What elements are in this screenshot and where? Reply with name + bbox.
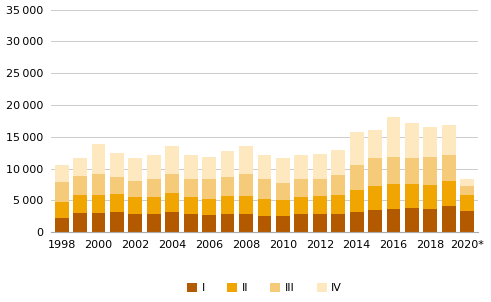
Bar [424,127,437,156]
Bar [147,214,161,232]
Bar [461,179,474,186]
Bar [386,117,401,156]
Bar [350,165,363,190]
Bar [55,182,69,202]
Bar [110,212,124,232]
Bar [386,184,401,209]
Bar [461,211,474,232]
Bar [405,208,419,232]
Bar [405,124,419,158]
Bar [220,151,235,177]
Bar [110,194,124,212]
Bar [295,155,308,179]
Bar [129,197,142,214]
Bar [239,146,253,174]
Bar [202,156,216,179]
Bar [368,130,382,159]
Bar [276,200,290,216]
Bar [424,156,437,185]
Bar [129,214,142,232]
Bar [276,183,290,200]
Bar [220,177,235,196]
Bar [313,214,327,232]
Bar [239,174,253,196]
Bar [184,155,197,179]
Bar [350,190,363,212]
Bar [350,132,363,165]
Bar [184,197,197,214]
Bar [55,202,69,218]
Bar [55,218,69,232]
Bar [276,216,290,232]
Bar [368,186,382,210]
Bar [92,213,106,232]
Bar [92,144,106,174]
Bar [461,195,474,211]
Bar [73,158,87,176]
Bar [331,175,345,195]
Bar [202,179,216,198]
Bar [110,153,124,177]
Bar [202,215,216,232]
Bar [258,216,272,232]
Bar [73,176,87,195]
Bar [295,214,308,232]
Bar [73,195,87,213]
Bar [220,214,235,232]
Bar [331,150,345,175]
Bar [258,198,272,216]
Bar [442,181,456,206]
Bar [239,214,253,232]
Bar [331,195,345,214]
Bar [220,196,235,214]
Bar [202,198,216,215]
Bar [442,155,456,181]
Bar [165,174,179,193]
Bar [368,210,382,232]
Bar [147,155,161,179]
Bar [147,197,161,214]
Bar [331,214,345,232]
Bar [184,179,197,197]
Bar [405,158,419,184]
Bar [55,165,69,182]
Bar [424,185,437,209]
Bar [442,125,456,155]
Bar [313,196,327,214]
Bar [239,196,253,214]
Bar [313,179,327,196]
Bar [165,212,179,232]
Bar [184,214,197,232]
Bar [165,193,179,212]
Bar [92,195,106,213]
Bar [129,159,142,181]
Bar [442,206,456,232]
Bar [386,209,401,232]
Bar [276,159,290,183]
Bar [368,159,382,186]
Bar [258,179,272,198]
Bar [386,156,401,184]
Bar [165,146,179,174]
Bar [295,179,308,197]
Bar [92,174,106,195]
Bar [110,177,124,194]
Bar [424,209,437,232]
Legend: I, II, III, IV: I, II, III, IV [187,283,342,294]
Bar [258,155,272,179]
Bar [461,186,474,195]
Bar [350,212,363,232]
Bar [313,154,327,179]
Bar [129,181,142,197]
Bar [147,179,161,197]
Bar [295,197,308,214]
Bar [405,184,419,208]
Bar [73,213,87,232]
